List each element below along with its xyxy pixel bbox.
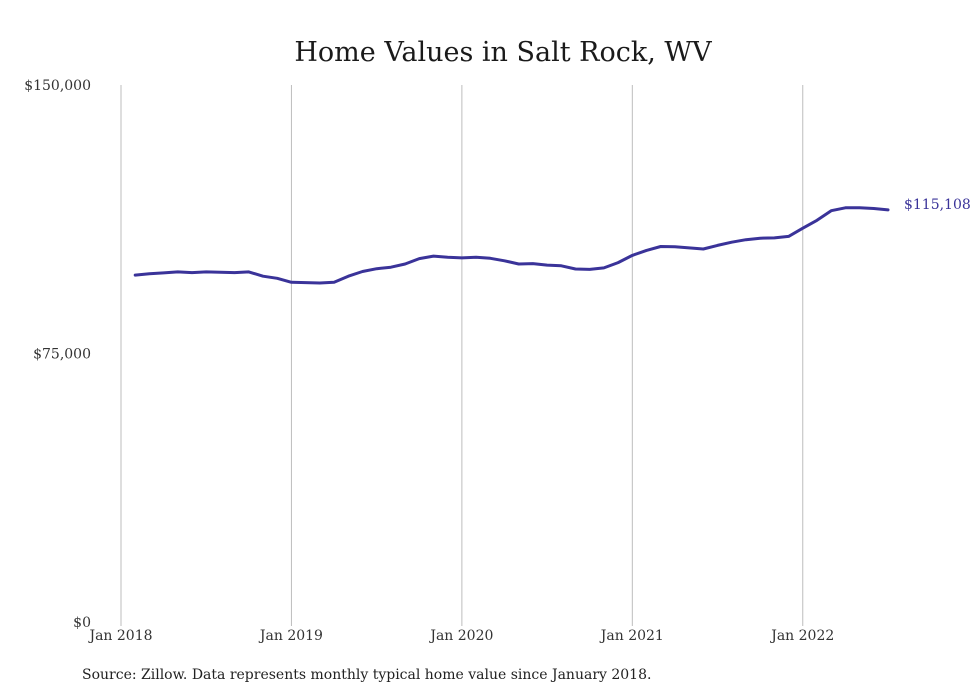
x-tick-label: Jan 2021: [599, 628, 664, 644]
gridlines: [120, 85, 804, 626]
series-layer: $115,108: [133, 197, 971, 285]
x-tick-label: Jan 2019: [258, 628, 323, 644]
source-note: Source: Zillow. Data represents monthly …: [82, 667, 652, 683]
x-tick-label: Jan 2018: [87, 628, 152, 644]
chart-title: Home Values in Salt Rock, WV: [294, 37, 712, 68]
x-tick-label: Jan 2020: [428, 628, 493, 644]
x-tick-label: Jan 2022: [769, 628, 834, 644]
y-tick-label: $0: [73, 615, 91, 631]
y-axis-ticks: $0 $75,000 $150,000: [24, 78, 91, 631]
x-axis-ticks: Jan 2018 Jan 2019 Jan 2020 Jan 2021 Jan 2022: [87, 628, 834, 644]
series-line: [133, 206, 890, 285]
series-end-label: $115,108: [904, 197, 971, 213]
y-tick-label: $150,000: [24, 78, 91, 94]
y-tick-label: $75,000: [33, 347, 91, 363]
